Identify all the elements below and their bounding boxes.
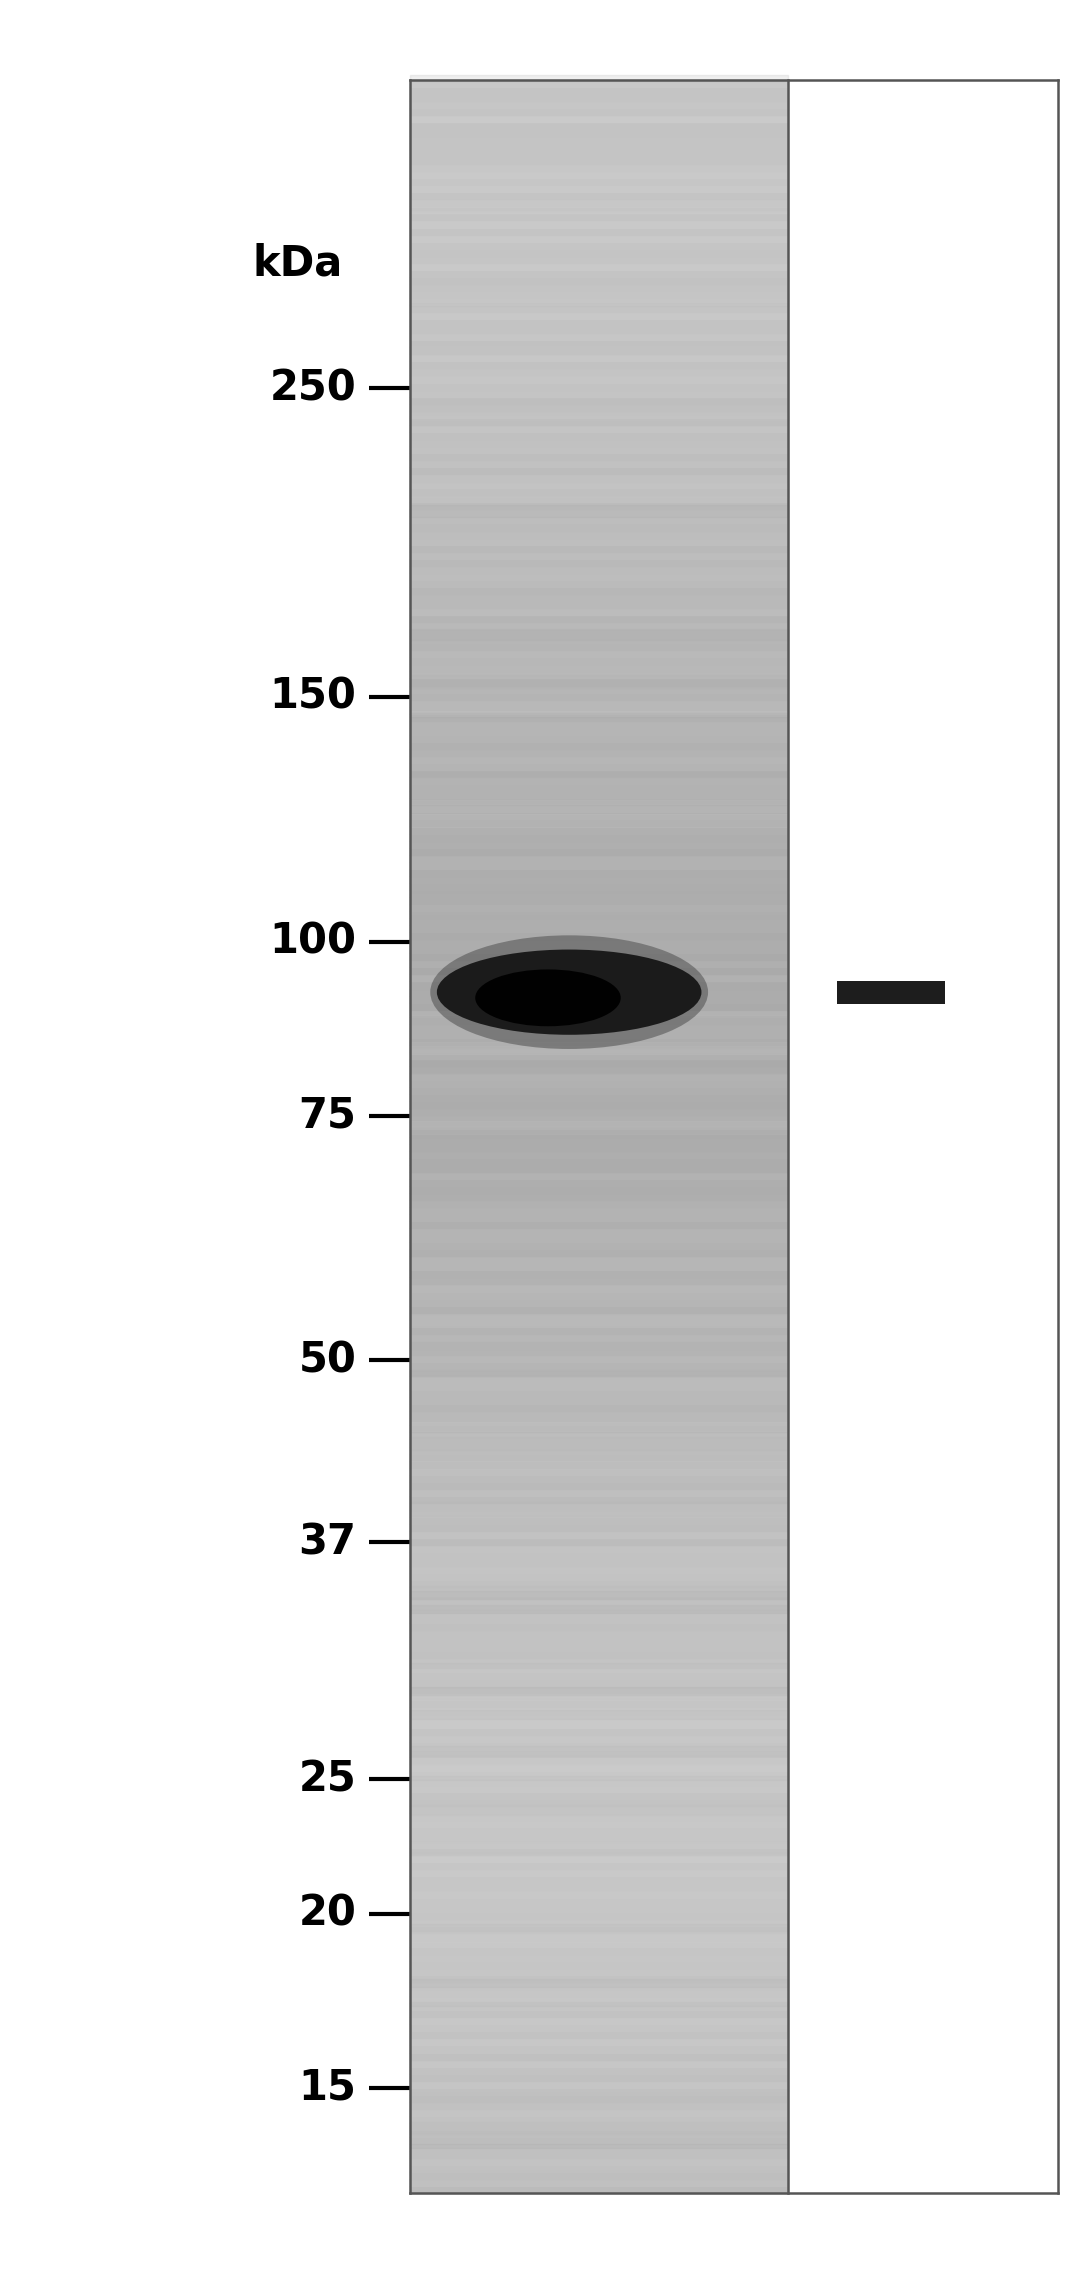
Text: 75: 75 (298, 1096, 356, 1136)
Text: 250: 250 (270, 368, 356, 409)
Text: 37: 37 (298, 1521, 356, 1564)
Text: 25: 25 (299, 1757, 356, 1800)
Bar (788, 80, 1058, 2193)
Text: 50: 50 (298, 1339, 356, 1382)
Text: kDa: kDa (252, 243, 342, 284)
Bar (837, 980, 945, 1002)
Ellipse shape (430, 934, 708, 1048)
Text: 15: 15 (298, 2066, 356, 2109)
Text: 100: 100 (269, 921, 356, 964)
Ellipse shape (475, 968, 621, 1025)
Text: 20: 20 (298, 1893, 356, 1934)
Ellipse shape (437, 950, 702, 1034)
Text: 150: 150 (270, 675, 356, 718)
